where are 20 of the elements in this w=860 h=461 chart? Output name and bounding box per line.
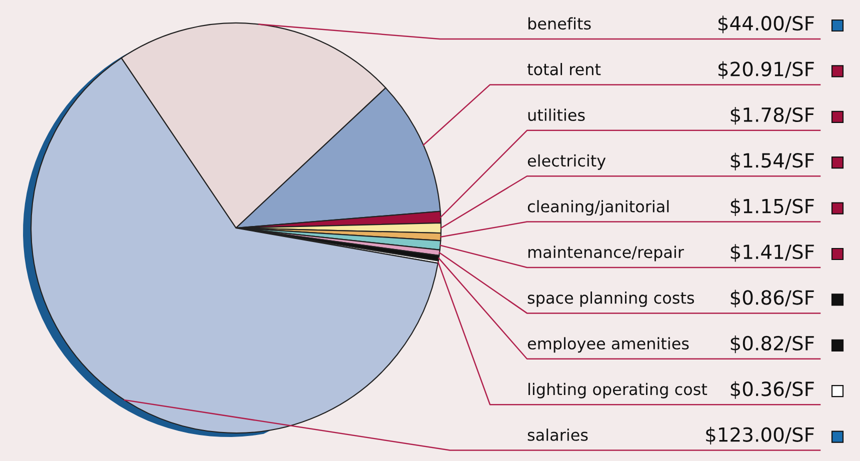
data-label: $1.15/SF [730, 198, 814, 216]
data-label: $0.36/SF [730, 381, 814, 399]
slice-label: lighting operating cost [528, 382, 708, 398]
slice-label: electricity [528, 154, 606, 170]
slice-label: maintenance/repair [528, 246, 684, 262]
data-label: $44.00/SF [718, 16, 814, 34]
data-label: $0.86/SF [730, 290, 814, 308]
slice-label: utilities [528, 108, 585, 122]
data-label: $20.91/SF [718, 61, 814, 79]
data-label: $123.00/SF [706, 426, 814, 445]
slice-label: space planning costs [528, 291, 694, 307]
data-label: $0.82/SF [730, 335, 814, 354]
slice-label: cleaning/janitorial [528, 200, 669, 216]
data-label: $1.41/SF [730, 244, 814, 262]
data-label: $1.54/SF [730, 152, 814, 170]
slice-label: employee amenities [528, 337, 689, 353]
slice-label: benefits [528, 17, 591, 30]
slice-label: salaries [528, 428, 588, 441]
data-label: $1.78/SF [730, 106, 814, 125]
slice-label: total rent [527, 62, 601, 76]
